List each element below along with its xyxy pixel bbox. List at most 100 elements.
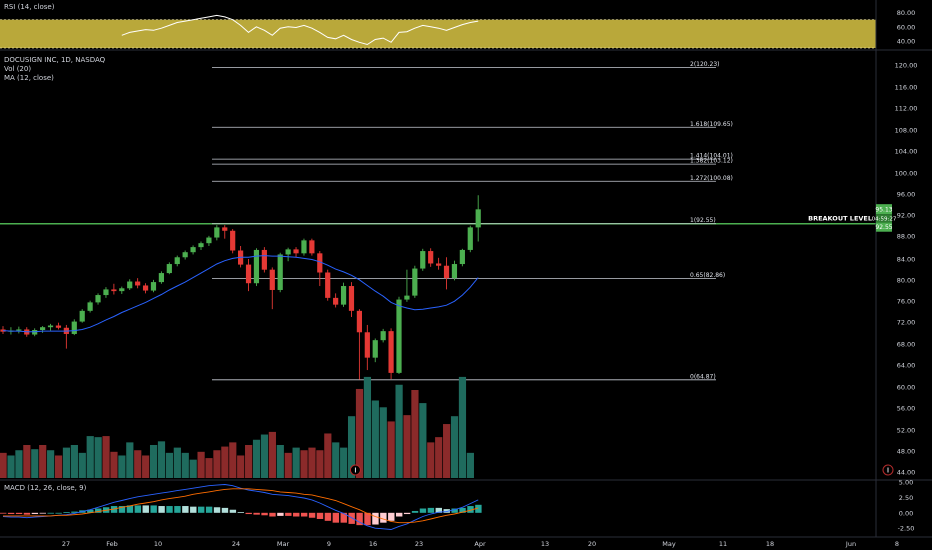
candle-body	[230, 230, 236, 251]
price-tick-label: 96.00	[897, 191, 916, 199]
macd-histogram-bar	[95, 508, 102, 513]
time-tick-label: Jun	[845, 540, 856, 548]
time-axis[interactable]: 27 Feb 10 24 Mar 9 16 23 Apr 13 20 May 11 18 Jun 8	[62, 540, 899, 548]
macd-histogram-bar	[467, 506, 474, 513]
macd-histogram-bar	[63, 512, 70, 513]
price-tick-label: 52.00	[897, 427, 916, 435]
candle-body	[190, 247, 196, 253]
volume-bar	[54, 455, 63, 478]
price-tick-label: 100.00	[895, 170, 918, 178]
macd-histogram-bar	[15, 512, 23, 515]
rsi-tick-label: 40.00	[897, 37, 916, 45]
macd-histogram-bar	[332, 512, 340, 523]
rsi-band	[0, 19, 876, 48]
candle-body	[87, 302, 93, 311]
macd-histogram-bar	[435, 507, 442, 513]
candle-body	[277, 254, 283, 290]
macd-histogram-bar	[277, 512, 284, 516]
macd-histogram-bar	[300, 512, 308, 517]
candle-body	[301, 240, 307, 254]
candle-body	[55, 325, 62, 328]
rsi-label: RSI (14, close)	[4, 3, 55, 11]
volume-bar	[324, 433, 332, 478]
time-tick-label: 27	[62, 540, 70, 548]
time-tick-label: 8	[895, 540, 899, 548]
macd-histogram-bar	[372, 512, 379, 525]
macd-histogram-bar	[316, 512, 324, 519]
price-tick-label: 60.00	[897, 384, 916, 392]
volume-bar	[268, 431, 276, 478]
candle-body	[475, 209, 481, 228]
macd-tick-label: 5.00	[899, 479, 913, 487]
ma-line	[2, 255, 479, 333]
time-tick-label: Feb	[106, 540, 118, 548]
macd-histogram-bar	[348, 512, 355, 524]
macd-histogram-bar	[174, 506, 181, 513]
macd-histogram-bar	[245, 512, 252, 515]
volume-bar	[419, 403, 427, 478]
volume-bar	[237, 455, 245, 478]
candle-body	[206, 237, 212, 244]
volume-bar	[252, 439, 261, 478]
volume-bar	[7, 455, 15, 478]
time-tick-label: 11	[719, 540, 727, 548]
price-tick-label: 108.00	[895, 127, 918, 135]
volume-bar	[15, 450, 23, 478]
volume-bar	[157, 441, 166, 478]
time-tick-label: 16	[369, 540, 377, 548]
volume-bar	[245, 445, 253, 478]
volume-bar	[458, 376, 467, 478]
candle-body	[436, 263, 442, 266]
macd-histogram-bar	[403, 512, 411, 515]
volume-panel	[0, 376, 894, 478]
price-axis[interactable]: 80.00 60.00 40.00 120.00 116.00 112.00 108.00 1…	[0, 0, 932, 538]
macd-histogram-bar	[126, 505, 134, 513]
candle-body	[40, 327, 46, 331]
candle-body	[111, 289, 117, 292]
volume-bar	[134, 450, 142, 478]
volume-bar	[466, 452, 474, 478]
time-tick-label: 9	[327, 540, 331, 548]
candle-body	[285, 249, 291, 255]
volume-bar	[300, 450, 308, 478]
candle-body	[420, 251, 426, 269]
macd-histogram-bar	[388, 512, 395, 521]
macd-histogram-bar	[7, 512, 15, 515]
macd-histogram-bar	[380, 512, 387, 523]
candle-body	[214, 227, 220, 238]
volume-bar	[316, 450, 324, 478]
fib-level-label: 0.65(82.86)	[690, 272, 725, 279]
price-tick-label: 44.00	[897, 469, 916, 477]
volume-bar	[205, 458, 213, 478]
macd-histogram-bar	[142, 505, 149, 513]
volume-bar	[435, 437, 443, 478]
volume-bar	[387, 421, 395, 478]
candle-body	[166, 264, 172, 274]
candle-body	[47, 325, 54, 328]
candle-body	[443, 265, 450, 279]
rsi-tick-label: 60.00	[897, 23, 916, 31]
macd-histogram-bar	[39, 512, 46, 514]
candle-body	[95, 295, 101, 303]
volume-bar	[94, 437, 102, 478]
candle-body	[261, 249, 267, 270]
candle-body	[451, 264, 458, 279]
rsi-legend[interactable]: RSI (14, close)	[4, 3, 54, 12]
volume-bar	[347, 416, 356, 478]
main-legend[interactable]: DOCUSIGN INC, 1D, NASDAQ Vol (20) MA (12…	[4, 56, 105, 83]
volume-bar	[142, 455, 150, 478]
candle-body	[293, 249, 299, 254]
candle-body	[412, 268, 418, 296]
volume-bar	[39, 445, 47, 478]
candle-body	[0, 329, 6, 332]
fib-level-label: 1(92.55)	[690, 217, 716, 224]
candle-body	[253, 249, 260, 284]
volume-bar	[110, 451, 118, 478]
macd-histogram-bar	[269, 512, 276, 517]
macd-legend[interactable]: MACD (12, 26, close, 9)	[4, 484, 86, 493]
price-tick-label: 120.00	[895, 62, 918, 70]
volume-bar	[149, 445, 158, 478]
macd-histogram-bar	[23, 512, 31, 515]
candle-body	[325, 272, 331, 298]
